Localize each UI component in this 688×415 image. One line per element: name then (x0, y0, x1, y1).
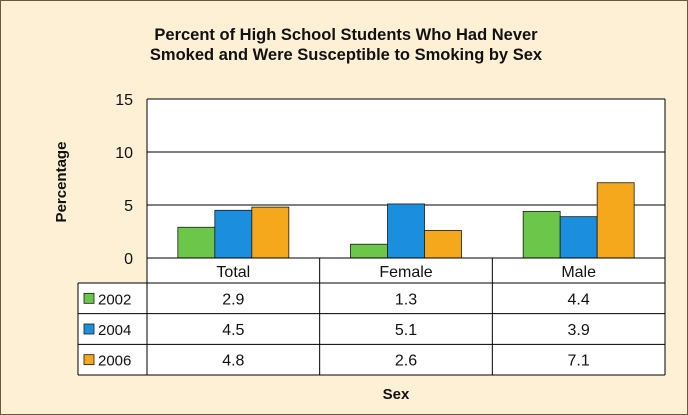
bar-2006-female (424, 230, 462, 259)
y-axis-label: Percentage (53, 142, 70, 223)
y-tick-label: 5 (124, 198, 133, 215)
table-cell: 4.5 (222, 322, 244, 339)
table-cell: 5.1 (395, 322, 417, 339)
bar-2002-male (522, 210, 561, 259)
bar-2004-female (387, 203, 425, 259)
data-table-body (78, 283, 665, 375)
table-cell: 4.8 (222, 353, 244, 370)
chart-title-line-2: Smoked and Were Susceptible to Smoking b… (149, 46, 543, 64)
table-cell: 3.9 (568, 322, 590, 339)
table-cell: 1.3 (395, 291, 417, 308)
bar-2006-total (251, 206, 290, 259)
legend-label-2002: 2002 (98, 291, 131, 308)
bar-2002-female (350, 243, 388, 259)
y-tick-label: 15 (115, 92, 133, 109)
category-label: Female (379, 264, 432, 281)
x-axis-label: Sex (383, 386, 410, 403)
chart-title-line-1: Percent of High School Students Who Had … (154, 26, 538, 44)
table-cell: 4.4 (568, 291, 590, 308)
bar-2006-male (596, 182, 635, 259)
legend-label-2006: 2006 (98, 353, 131, 370)
bar-2002-total (177, 226, 216, 259)
bar-2004-total (214, 209, 253, 259)
chart-title: Percent of High School Students Who Had … (101, 25, 591, 65)
table-cell: 2.9 (222, 291, 244, 308)
table-cell: 2.6 (395, 353, 417, 370)
category-label: Total (216, 264, 250, 281)
legend-swatch-2002 (83, 292, 95, 304)
legend-label-2004: 2004 (98, 322, 131, 339)
y-tick-label: 10 (115, 145, 133, 162)
legend-swatch-2006 (83, 354, 95, 366)
y-tick-label: 0 (124, 251, 133, 268)
legend-swatch-2004 (83, 323, 95, 335)
category-header-row (147, 258, 665, 283)
table-cell: 7.1 (568, 353, 590, 370)
category-label: Male (561, 264, 596, 281)
bar-2004-male (559, 216, 598, 259)
